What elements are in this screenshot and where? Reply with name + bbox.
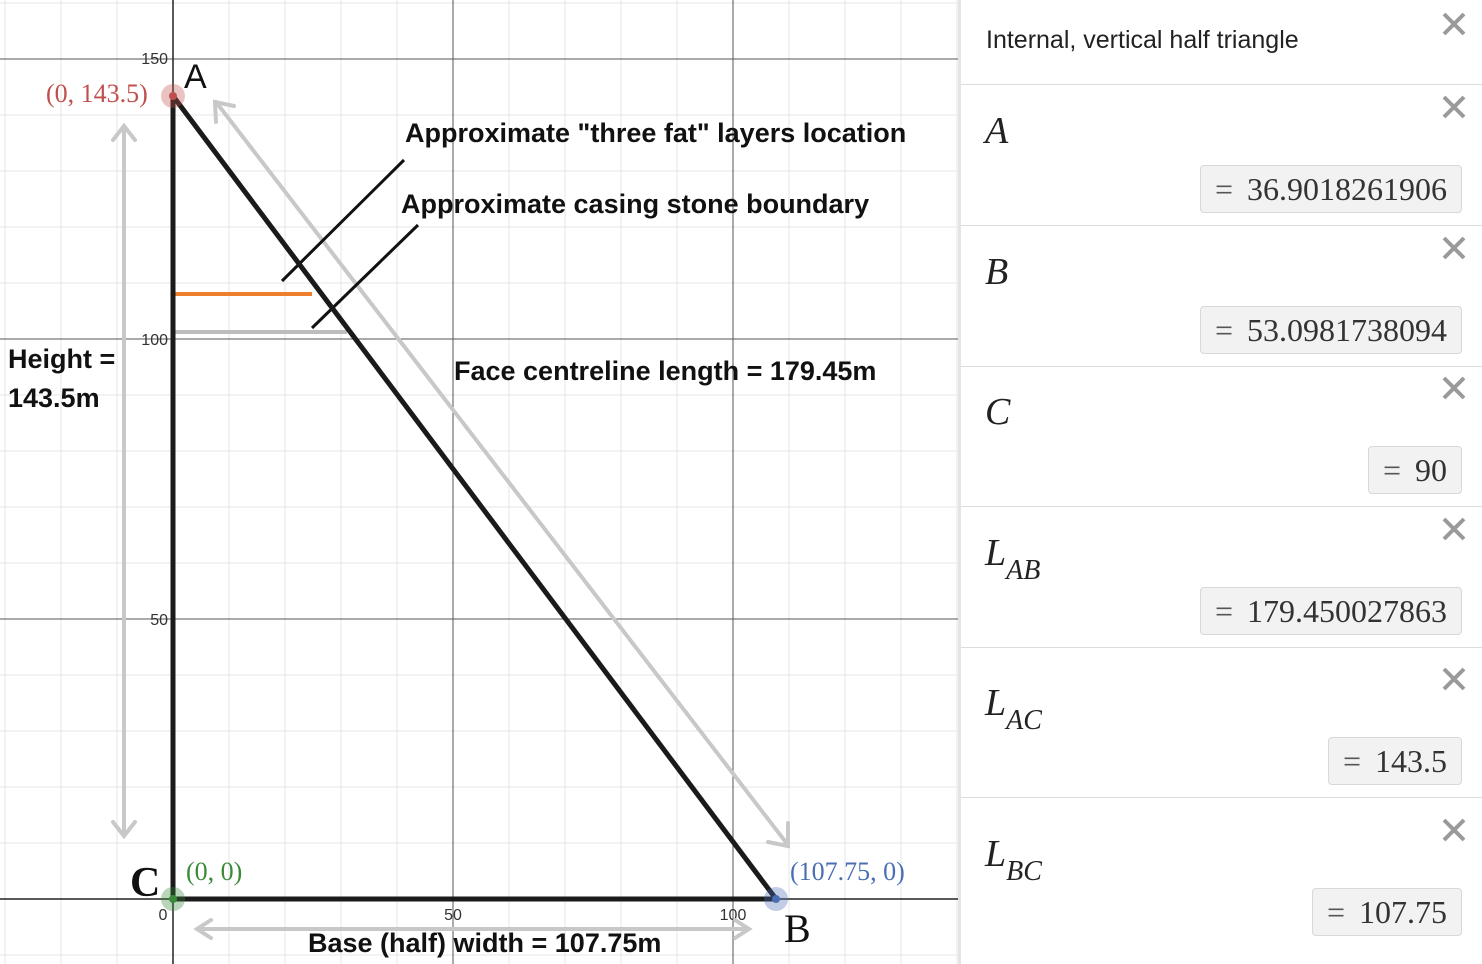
expression-label: C (985, 391, 1011, 433)
grid-minor (0, 0, 958, 964)
expression-value: = 36.9018261906 (1199, 165, 1462, 213)
base-width-annotation: Base (half) width = 107.75m (308, 928, 661, 958)
expression-value: = 90 (1367, 446, 1462, 494)
close-icon[interactable] (1442, 95, 1466, 119)
close-icon[interactable] (1442, 236, 1466, 260)
height-annotation-line2: 143.5m (8, 383, 100, 413)
close-icon[interactable] (1442, 667, 1466, 691)
expression-value: = 107.75 (1311, 888, 1462, 936)
expression-label: LAC (985, 682, 1042, 736)
expression-row-lab[interactable]: LAB = 179.450027863 (961, 507, 1482, 648)
point-a[interactable] (169, 92, 177, 100)
note-text[interactable]: Internal, vertical half triangle (986, 26, 1299, 54)
point-b-coords: (107.75, 0) (790, 857, 905, 886)
close-icon[interactable] (1442, 376, 1466, 400)
expression-row-a[interactable]: A = 36.9018261906 (961, 85, 1482, 226)
height-annotation-line1: Height = (8, 344, 115, 374)
expression-label: LBC (985, 833, 1042, 887)
casing-stone-annotation: Approximate casing stone boundary (401, 189, 869, 219)
point-b[interactable] (772, 895, 780, 903)
close-icon[interactable] (1442, 517, 1466, 541)
expression-panel: Internal, vertical half triangle A = 36.9… (961, 0, 1482, 964)
panel-divider[interactable] (958, 0, 961, 964)
expression-label: B (985, 251, 1009, 293)
x-tick-0: 0 (159, 907, 168, 924)
expression-label: A (985, 110, 1009, 152)
expression-row-lbc[interactable]: LBC = 107.75 (961, 808, 1482, 948)
height-arrow (111, 122, 137, 840)
point-c-coords: (0, 0) (186, 857, 242, 886)
face-centreline-arrow (212, 99, 790, 849)
close-icon[interactable] (1442, 818, 1466, 842)
casing-stone-pointer (310, 223, 420, 330)
three-fat-pointer (280, 158, 406, 283)
expression-value: = 53.0981738094 (1199, 306, 1462, 354)
y-tick-100: 100 (141, 332, 168, 349)
vertex-c-letter: C (130, 860, 160, 906)
y-tick-150: 150 (141, 51, 168, 68)
expression-value: = 179.450027863 (1199, 587, 1462, 635)
base-width-arrow (193, 918, 753, 940)
x-tick-100: 100 (720, 907, 747, 924)
point-c[interactable] (169, 895, 177, 903)
point-a-coords: (0, 143.5) (46, 79, 148, 108)
close-icon[interactable] (1442, 12, 1466, 36)
expression-label: LAB (985, 532, 1041, 586)
y-tick-50: 50 (150, 612, 168, 629)
x-tick-50: 50 (444, 907, 462, 924)
graph-canvas[interactable]: 0 50 100 50 100 150 (0, 0, 958, 964)
expression-row-c[interactable]: C = 90 (961, 366, 1482, 507)
face-centreline-annotation: Face centreline length = 179.45m (454, 356, 876, 386)
expression-row-b[interactable]: B = 53.0981738094 (961, 226, 1482, 367)
vertex-a-letter: A (184, 58, 207, 96)
expression-row-lac[interactable]: LAC = 143.5 (961, 657, 1482, 798)
vertex-b-letter: B (784, 906, 811, 951)
three-fat-annotation: Approximate "three fat" layers location (405, 118, 906, 148)
expression-value: = 143.5 (1327, 737, 1462, 785)
half-triangle (170, 94, 778, 902)
graph-svg[interactable]: 0 50 100 50 100 150 (0, 0, 958, 964)
note-row[interactable]: Internal, vertical half triangle (961, 0, 1482, 85)
